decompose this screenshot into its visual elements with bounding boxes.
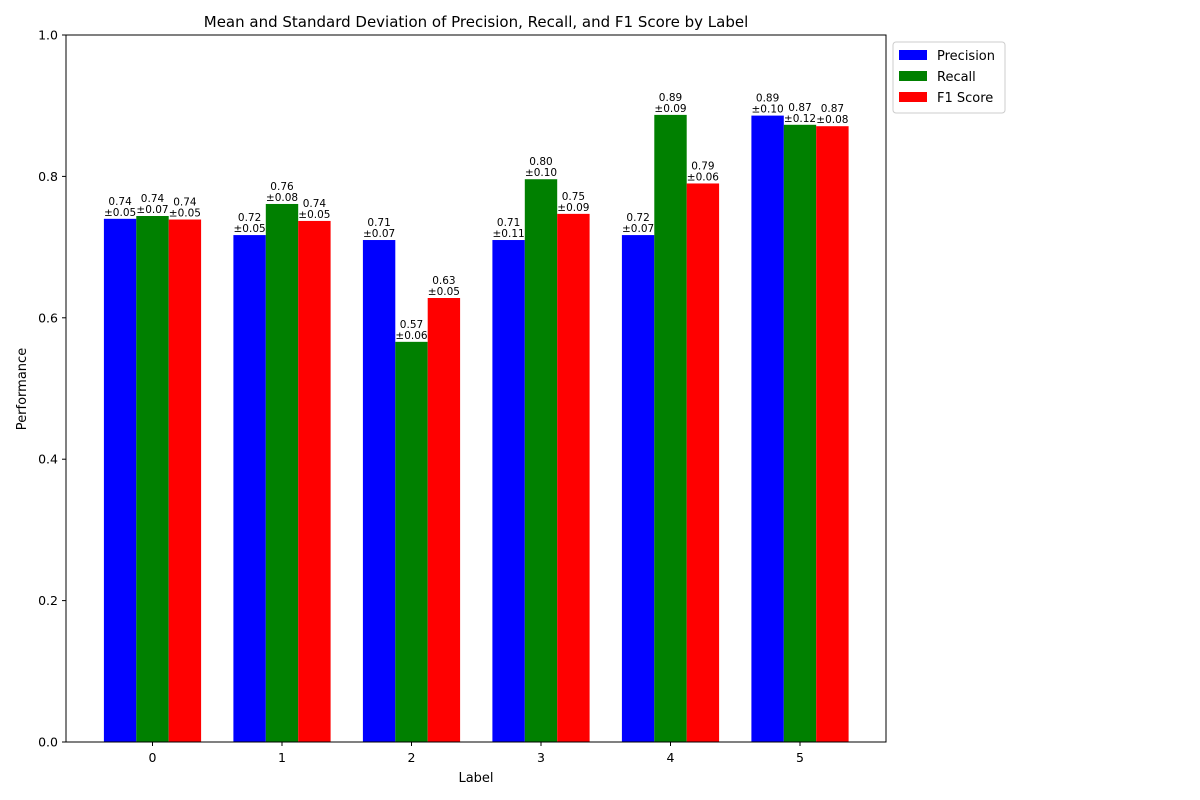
bar-value-label: 0.74	[173, 197, 197, 209]
axes-layer: 0.0 0.2 0.4 0.6 0.8 1.0 0 1 2 3 4 5	[38, 28, 887, 765]
bar-value-label: 0.71	[497, 217, 520, 229]
bar-value-label: 0.89	[756, 93, 779, 105]
bar-std-label: ±0.09	[654, 103, 686, 115]
x-tick-label: 3	[537, 750, 545, 765]
bar-std-label: ±0.06	[687, 171, 719, 183]
legend-label: F1 Score	[937, 91, 993, 106]
bar-std-label: ±0.07	[363, 228, 395, 240]
bar-std-label: ±0.06	[395, 330, 427, 342]
bar-value-label: 0.72	[626, 212, 649, 224]
legend-label: Precision	[937, 49, 995, 64]
bar-value-label: 0.75	[562, 191, 585, 203]
y-tick-label: 0.8	[38, 169, 58, 184]
bar-value-label: 0.74	[108, 196, 132, 208]
bar-std-label: ±0.12	[784, 113, 816, 125]
bar-precision-2	[362, 240, 396, 742]
x-tick-label: 0	[149, 750, 157, 765]
bar-std-label: ±0.11	[493, 228, 525, 240]
y-axis-label: Performance	[15, 348, 30, 430]
bar-std-label: ±0.05	[234, 223, 266, 235]
legend-swatch	[899, 50, 927, 60]
bar-value-label: 0.79	[691, 160, 714, 172]
bar-f1-score-0	[168, 219, 202, 743]
bar-std-label: ±0.09	[557, 202, 589, 214]
bar-value-label: 0.87	[821, 103, 844, 115]
bar-std-label: ±0.08	[266, 192, 298, 204]
bar-precision-4	[621, 235, 655, 742]
bar-std-label: ±0.05	[104, 207, 136, 219]
bar-std-label: ±0.05	[428, 286, 460, 298]
bar-value-label: 0.74	[303, 198, 327, 210]
bar-value-label: 0.89	[659, 92, 682, 104]
y-tick-label: 0.4	[38, 452, 58, 467]
bar-f1-score-4	[686, 183, 720, 743]
plot-frame	[65, 34, 887, 743]
bar-f1-score-3	[557, 213, 590, 743]
legend-swatch	[899, 71, 927, 81]
bar-labels-layer: 0.74±0.05 0.72±0.050.71±0.070.71±0.110.72…	[104, 92, 848, 342]
y-tick-label: 1.0	[38, 28, 58, 43]
bar-value-label: 0.57	[400, 319, 423, 331]
y-tick-label: 0.2	[38, 593, 58, 608]
bar-recall-2	[395, 341, 428, 742]
bar-std-label: ±0.07	[136, 204, 168, 216]
bar-recall-5	[783, 124, 817, 742]
y-tick-label: 0.0	[38, 735, 58, 750]
bar-precision-1	[233, 235, 266, 742]
bar-precision-0	[103, 218, 137, 742]
bar-value-label: 0.71	[367, 217, 390, 229]
legend-swatch	[899, 92, 927, 102]
bar-recall-4	[654, 114, 687, 743]
bar-std-label: ±0.07	[622, 223, 654, 235]
bar-value-label: 0.76	[270, 181, 294, 193]
bar-std-label: ±0.05	[298, 209, 330, 221]
bar-recall-1	[265, 203, 299, 742]
bar-std-label: ±0.10	[752, 104, 784, 116]
bars-layer	[103, 114, 849, 743]
y-tick-label: 0.6	[38, 310, 58, 325]
bar-recall-3	[524, 179, 558, 742]
legend: Precision Recall F1 Score	[892, 41, 1006, 114]
bar-value-label: 0.80	[529, 156, 552, 168]
bar-value-label: 0.63	[432, 275, 455, 287]
bar-recall-0	[136, 215, 169, 742]
x-tick-label: 2	[408, 750, 416, 765]
x-axis-label: Label	[458, 771, 493, 786]
bar-value-label: 0.87	[788, 102, 811, 114]
x-tick-label: 4	[667, 750, 675, 765]
bar-value-label: 0.72	[238, 212, 261, 224]
bar-std-label: ±0.08	[816, 114, 848, 126]
bar-f1-score-1	[298, 220, 331, 743]
chart-title: Mean and Standard Deviation of Precision…	[204, 13, 748, 31]
bar-precision-5	[751, 115, 784, 742]
bar-std-label: ±0.10	[525, 167, 557, 179]
bar-std-label: ±0.05	[169, 208, 201, 220]
bar-precision-3	[492, 240, 525, 742]
x-tick-label: 5	[796, 750, 804, 765]
bar-value-label: 0.74	[141, 193, 165, 205]
bar-f1-score-2	[427, 298, 461, 742]
x-tick-label: 1	[278, 750, 286, 765]
bar-f1-score-5	[816, 126, 849, 742]
legend-label: Recall	[937, 70, 976, 85]
